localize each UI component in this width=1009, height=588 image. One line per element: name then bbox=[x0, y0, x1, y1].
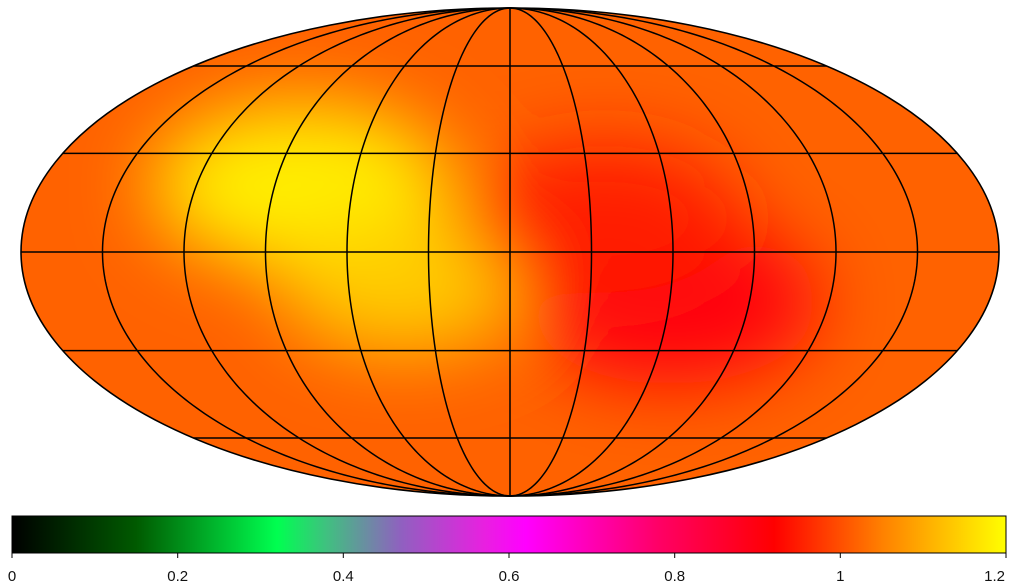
colorbar-tick-label: 0.2 bbox=[167, 568, 188, 585]
colorbar-tick-label: 0.4 bbox=[333, 568, 354, 585]
colorbar-ticks: 0 0.2 0.4 0.6 0.8 1 1.2 bbox=[8, 553, 1007, 585]
colorbar-tick-label: 0.6 bbox=[499, 568, 520, 585]
colorbar: 0 0.2 0.4 0.6 0.8 1 1.2 bbox=[8, 515, 1007, 585]
colorbar-gradient bbox=[11, 515, 1007, 554]
colorbar-tick-label: 0.8 bbox=[664, 568, 685, 585]
colorbar-tick-label: 1 bbox=[836, 568, 844, 585]
colorbar-tick-label: 1.2 bbox=[984, 568, 1005, 585]
field-feature-3 bbox=[468, 144, 740, 294]
graticule bbox=[21, 7, 999, 497]
map-outline bbox=[20, 7, 1000, 497]
colorbar-tick-label: 0 bbox=[8, 568, 16, 585]
